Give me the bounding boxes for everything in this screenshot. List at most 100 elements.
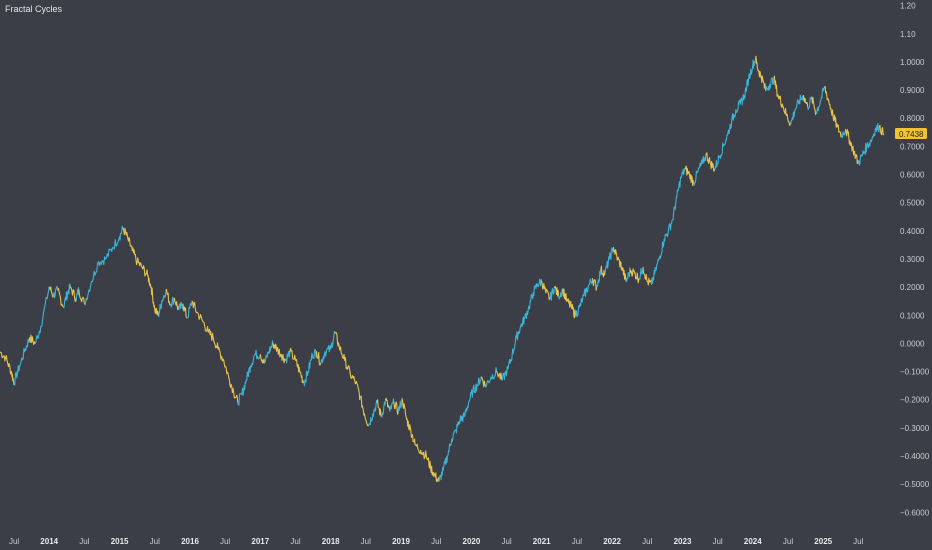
series-line-segment [157,300,163,318]
series-line-segment [237,392,243,406]
x-tick-year-label: 2016 [181,537,199,546]
series-line-segment [642,266,648,283]
series-line-segment [781,103,788,116]
series-line-segment [245,365,252,381]
series-line-segment [878,124,885,136]
series-line-segment [136,257,143,268]
series-line-segment [406,418,412,432]
series-line-segment [697,159,703,173]
series-line-segment [562,288,568,302]
series-line-segment [524,305,530,320]
x-axis[interactable]: Jul 2014 Jul 2015 Jul 2016 Jul 2017 Jul 2018 Jul 20… [9,537,864,546]
series-line-segment [57,287,64,308]
series-line-segment [612,247,619,261]
x-tick-month-label: Jul [220,537,230,546]
x-tick-month-label: Jul [361,537,371,546]
x-tick-month-label: Jul [79,537,89,546]
series-line-segment [484,376,492,388]
series-line-segment [646,277,653,286]
series-line-segment [472,383,478,394]
y-tick-label: 0.8000 [900,114,925,123]
series-line-segment [735,99,741,114]
series-line-segment [320,351,326,364]
series-line-segment [285,350,291,364]
y-tick-label: 0.7000 [900,142,925,151]
series-line-segment [182,303,188,319]
series-line-segment [755,55,759,72]
series-line-segment [289,347,297,361]
series-line-segment [207,328,214,341]
series-line-segment [263,351,270,364]
series-line-segment [726,120,733,136]
series-line-segment [48,286,55,298]
series-line-segment [532,283,539,297]
series-line-segment [625,267,631,283]
series-line-segment [739,94,745,106]
y-axis[interactable]: 1.20 1.10 1.0000 0.9000 0.8000 0.7000 0.6000 0.… [895,2,930,518]
series-line-segment [78,289,85,305]
series-line-segment [672,196,678,221]
series-line-segment [233,390,239,404]
series-line-segment [764,83,771,92]
series-line-segment [705,152,712,164]
y-tick-label: 0.5000 [900,199,925,208]
series-line-segment [34,325,42,344]
y-tick-label: −0.3000 [900,424,930,433]
x-tick-year-label: 2023 [674,537,692,546]
series-line-segment [710,160,716,172]
series-line-segment [186,300,193,319]
series-line-segment [112,235,121,250]
series-line-segment [401,399,408,420]
series-line-segment [410,430,416,446]
series-line-segment [511,335,517,356]
series-line-segment [701,153,707,164]
series-line-segment [621,266,627,283]
series-line-segment [840,128,847,139]
x-tick-month-label: Jul [642,537,652,546]
y-tick-label: 0.2000 [900,283,925,292]
series-line-segment [430,465,436,477]
series-line-segment [83,280,93,306]
x-tick-year-label: 2015 [111,537,129,546]
series-line-segment [355,380,361,401]
series-line-segment [303,370,309,386]
series-line-segment [476,376,482,387]
series-line-segment [608,247,615,261]
series-line-segment [62,291,69,309]
series-line-segment [480,376,486,388]
y-tick-label: 1.20 [900,2,916,11]
series-line-segment [862,143,868,156]
x-tick-year-label: 2025 [814,537,832,546]
series-line-segment [680,168,686,178]
series-line-segment [790,109,796,125]
series-line-segment [141,265,149,277]
series-line-segment [97,256,107,267]
series-line-segment [566,298,572,308]
series-line-segment [468,389,474,404]
series-line-segment [420,449,427,460]
last-price-tag [895,128,927,139]
series-line-segment [629,268,636,277]
series-line-segment [832,114,838,128]
series-line-segment [385,397,391,412]
series-line-segment [52,285,59,299]
plot-area[interactable] [0,55,885,483]
y-tick-label: −0.6000 [900,508,930,517]
series-line-segment [90,261,100,283]
series-line-segment [0,351,7,362]
series-line-segment [760,75,767,91]
series-line-segment [330,331,336,350]
series-line-segment [161,289,167,302]
y-tick-label: 1.10 [900,30,916,39]
series-line-segment [272,342,278,352]
y-tick-label: −0.5000 [900,480,930,489]
series-line-segment [853,150,859,165]
series-line-segment [752,58,757,69]
series-line-segment [722,134,729,147]
series-line-segment [638,266,644,280]
series-line-segment [40,286,50,328]
series-line-segment [434,472,440,483]
series-line-segment [515,325,522,341]
